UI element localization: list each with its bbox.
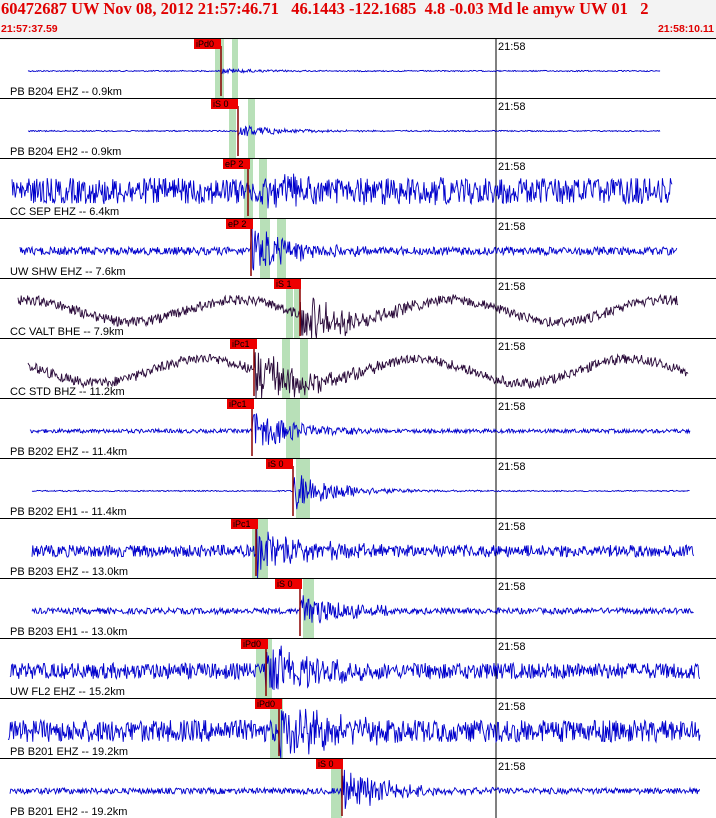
station-label: PB B202 EH1 -- 11.4km	[10, 506, 127, 518]
pick-label: eP 2	[228, 219, 246, 229]
pick-label: iPc1	[233, 519, 251, 529]
pick-label: iS 0	[277, 579, 293, 589]
trace-row[interactable]: 21:58 iPd0 PB B201 EHZ -- 19.2km	[0, 698, 716, 759]
trace-row[interactable]: 21:58 iS 0 PB B204 EH2 -- 0.9km	[0, 98, 716, 158]
waveform	[19, 224, 678, 271]
waveform	[9, 769, 701, 809]
waveform	[27, 124, 661, 137]
header-bar: 60472687 UW Nov 08, 2012 21:57:46.71 46.…	[0, 0, 716, 40]
station-label: PB B201 EHZ -- 19.2km	[10, 746, 128, 758]
station-label: CC SEP EHZ -- 6.4km	[10, 206, 119, 218]
station-label: CC STD BHZ -- 11.2km	[10, 386, 125, 398]
station-label: UW SHW EHZ -- 7.6km	[10, 266, 126, 278]
trace-row[interactable]: 21:58 iPc1 PB B202 EHZ -- 11.4km	[0, 398, 716, 458]
pick-label-box[interactable]	[274, 279, 301, 289]
trace-row[interactable]: 21:58 iS 0 PB B202 EH1 -- 11.4km	[0, 458, 716, 518]
pick-label-box[interactable]	[194, 39, 221, 49]
minute-label: 21:58	[498, 401, 526, 413]
pick-window	[256, 638, 266, 698]
waveform	[29, 413, 691, 446]
pick-window	[331, 758, 340, 818]
pick-window	[278, 698, 283, 758]
pick-window	[229, 98, 236, 158]
station-label: PB B202 EHZ -- 11.4km	[10, 446, 127, 458]
minute-label: 21:58	[498, 221, 526, 233]
waveform	[27, 352, 689, 399]
station-label: PB B204 EHZ -- 0.9km	[10, 86, 122, 98]
trace-row[interactable]: 21:58 iS 0 PB B201 EH2 -- 19.2km	[0, 758, 716, 818]
pick-label-box[interactable]	[226, 219, 253, 229]
pick-label: iPd0	[257, 699, 275, 709]
pick-label: iS 1	[276, 279, 292, 289]
pick-label-box[interactable]	[316, 759, 343, 769]
trace-row[interactable]: 21:58 iPd0 PB B204 EHZ -- 0.9km	[0, 38, 716, 98]
waveform	[7, 708, 701, 759]
pick-label-box[interactable]	[231, 519, 258, 529]
minute-label: 21:58	[498, 641, 526, 653]
pick-window	[338, 758, 342, 818]
waveform	[31, 475, 690, 510]
pick-window	[262, 518, 268, 578]
seismogram-svg[interactable]: 21:58 iPd0 PB B204 EHZ -- 0.9km 21:58 iS 0 PB…	[0, 38, 716, 818]
pick-label: iS 0	[268, 459, 284, 469]
event-title: 60472687 UW Nov 08, 2012 21:57:46.71 46.…	[1, 0, 649, 18]
pick-window	[232, 38, 238, 98]
start-timestamp: 21:57:37.59	[1, 23, 58, 35]
minute-label: 21:58	[498, 701, 526, 713]
station-label: PB B204 EH2 -- 0.9km	[10, 146, 121, 158]
station-label: PB B203 EH1 -- 13.0km	[10, 626, 127, 638]
pick-window	[286, 278, 293, 338]
waveform	[9, 645, 701, 691]
minute-label: 21:58	[498, 101, 526, 113]
trace-row[interactable]: 21:58 iS 1 CC VALT BHE -- 7.9km	[0, 278, 716, 339]
pick-label-box[interactable]	[211, 99, 238, 109]
minute-label: 21:58	[498, 761, 526, 773]
pick-label-box[interactable]	[227, 399, 254, 409]
minute-label: 21:58	[498, 281, 526, 293]
pick-label-box[interactable]	[223, 159, 250, 169]
trace-row[interactable]: 21:58 iPc1 PB B203 EHZ -- 13.0km	[0, 518, 716, 579]
trace-row[interactable]: 21:58 eP 2 CC SEP EHZ -- 6.4km	[0, 158, 716, 218]
minute-label: 21:58	[498, 161, 526, 173]
trace-row[interactable]: 21:58 iS 0 PB B203 EH1 -- 13.0km	[0, 578, 716, 638]
pick-window	[260, 218, 270, 278]
minute-label: 21:58	[498, 521, 526, 533]
waveform	[17, 293, 679, 339]
pick-label: iPd0	[196, 39, 214, 49]
station-label: CC VALT BHE -- 7.9km	[10, 326, 124, 338]
station-label: UW FL2 EHZ -- 15.2km	[10, 686, 125, 698]
pick-label-box[interactable]	[230, 339, 257, 349]
trace-row[interactable]: 21:58 iPc1 CC STD BHZ -- 11.2km	[0, 338, 716, 399]
pick-label: iPd0	[243, 639, 261, 649]
pick-label: iPc1	[232, 339, 250, 349]
pick-window	[270, 698, 278, 758]
minute-label: 21:58	[498, 41, 526, 53]
pick-window	[294, 278, 300, 338]
waveform	[27, 67, 661, 75]
trace-row[interactable]: 21:58 eP 2 UW SHW EHZ -- 7.6km	[0, 218, 716, 278]
station-label: PB B203 EHZ -- 13.0km	[10, 566, 128, 578]
pick-window	[215, 38, 224, 98]
pick-window	[302, 458, 310, 518]
pick-label: iS 0	[318, 759, 334, 769]
pick-label: eP 2	[225, 159, 243, 169]
pick-label: iS 0	[213, 99, 229, 109]
waveform	[11, 173, 673, 209]
pick-label-box[interactable]	[255, 699, 282, 709]
pick-window	[300, 338, 308, 398]
seismogram-panel[interactable]: 21:58 iPd0 PB B204 EHZ -- 0.9km 21:58 iS 0 PB…	[0, 38, 716, 818]
pick-label-box[interactable]	[241, 639, 268, 649]
pick-label: iPc1	[229, 399, 247, 409]
pick-window	[282, 338, 290, 398]
waveform	[31, 524, 695, 579]
station-label: PB B201 EH2 -- 19.2km	[10, 806, 127, 818]
trace-row[interactable]: 21:58 iPd0 UW FL2 EHZ -- 15.2km	[0, 638, 716, 698]
pick-label-box[interactable]	[275, 579, 302, 589]
minute-label: 21:58	[498, 341, 526, 353]
minute-label: 21:58	[498, 581, 526, 593]
end-timestamp: 21:58:10.11	[657, 23, 714, 35]
pick-label-box[interactable]	[266, 459, 293, 469]
waveform	[31, 595, 694, 624]
minute-label: 21:58	[498, 461, 526, 473]
